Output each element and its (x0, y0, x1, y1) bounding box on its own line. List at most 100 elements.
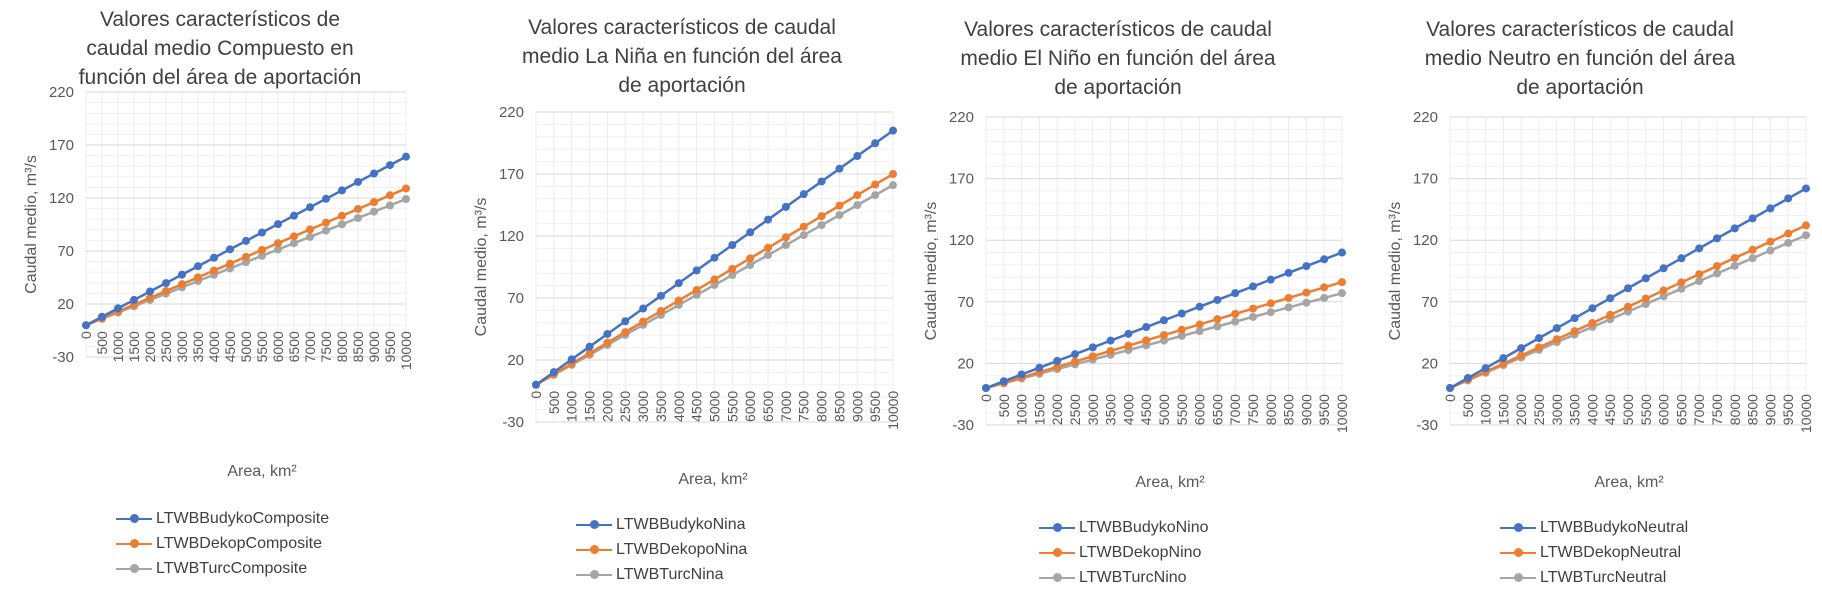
data-point (1641, 294, 1650, 303)
data-point (674, 279, 683, 288)
data-point (1552, 335, 1561, 344)
legend-item: LTWBBudykoNina (576, 512, 747, 537)
data-point (781, 241, 790, 250)
data-point (999, 377, 1008, 386)
y-tick-label: 120 (949, 232, 974, 249)
data-point (585, 342, 594, 351)
legend-label: LTWBTurcNeutral (1540, 568, 1667, 586)
data-point (1802, 221, 1810, 230)
data-point (1249, 282, 1257, 291)
x-tick-label: 2500 (617, 391, 633, 422)
x-tick-label: 4000 (1584, 394, 1600, 425)
data-point (835, 211, 844, 220)
data-point (1160, 331, 1168, 340)
data-point (370, 207, 378, 216)
data-point (1517, 344, 1526, 353)
y-axis-label: Caudal medio, m³/s (473, 198, 490, 337)
chart-title: Valores característicos de caudal medio … (78, 8, 362, 89)
data-point (1659, 292, 1668, 301)
data-point (1606, 294, 1615, 303)
y-tick-label: 20 (1421, 355, 1438, 372)
x-tick-label: 7500 (318, 331, 334, 362)
data-point (354, 213, 362, 222)
x-tick-label: 6500 (1673, 394, 1689, 425)
chart-legend: LTWBBudykoNeutral LTWBDekopNeutral LTWBTur… (1500, 515, 1688, 590)
x-tick-label: 8500 (831, 391, 847, 422)
legend-swatch (1500, 522, 1536, 532)
legend-item: LTWBTurcComposite (116, 556, 329, 581)
x-tick-label: 7000 (302, 331, 318, 362)
data-point (835, 201, 844, 210)
x-tick-label: 9000 (849, 391, 865, 422)
data-point (194, 273, 202, 282)
data-point (1535, 334, 1543, 343)
x-tick-label: 9000 (1298, 394, 1314, 425)
legend-label: LTWBDekopNeutral (1540, 543, 1682, 561)
x-tick-label: 5000 (1620, 394, 1636, 425)
x-tick-label: 8000 (814, 391, 830, 422)
data-point (386, 201, 394, 210)
x-tick-label: 4500 (1602, 394, 1618, 425)
legend-item: LTWBTurcNeutral (1500, 565, 1688, 590)
data-point (1231, 289, 1240, 298)
legend-label: LTWBTurcComposite (156, 559, 308, 577)
data-point (710, 280, 719, 289)
data-point (1071, 350, 1079, 359)
x-tick-label: 7500 (1245, 394, 1261, 425)
data-point (1730, 261, 1739, 270)
x-tick-label: 4500 (689, 391, 705, 422)
data-point (764, 215, 773, 224)
x-tick-label: 9500 (382, 331, 398, 362)
y-tick-label: 20 (957, 355, 974, 372)
x-tick-label: 6500 (760, 391, 776, 422)
data-point (1266, 299, 1275, 308)
data-point (1446, 384, 1454, 393)
data-point (817, 212, 826, 221)
y-tick-label: -30 (1416, 417, 1438, 434)
data-point (1641, 274, 1650, 283)
x-tick-label: 500 (996, 394, 1012, 418)
y-tick-label: -30 (52, 349, 74, 366)
x-tick-label: 0 (528, 391, 544, 399)
y-tick-label: 170 (949, 171, 974, 188)
data-point (1213, 322, 1222, 331)
data-point (1802, 184, 1810, 193)
x-tick-label: 3000 (635, 391, 651, 422)
x-tick-label: 3500 (653, 391, 669, 422)
data-point (178, 270, 186, 279)
y-tick-label: 170 (499, 166, 524, 183)
legend-swatch (1039, 547, 1075, 557)
data-point (1320, 283, 1329, 292)
data-point (549, 368, 558, 377)
data-point (354, 177, 362, 186)
chart-legend: LTWBBudykoNina LTWBDekopoNina LTWBTurcNina (576, 512, 747, 587)
data-point (258, 245, 266, 254)
x-tick-label: 3000 (1085, 394, 1101, 425)
data-point (1338, 278, 1346, 287)
x-tick-label: 10000 (1798, 394, 1814, 433)
y-tick-label: 70 (507, 290, 524, 307)
x-tick-label: 9500 (1780, 394, 1796, 425)
data-point (1677, 254, 1686, 263)
data-point (274, 220, 282, 229)
data-point (1088, 352, 1097, 361)
data-point (1177, 309, 1186, 318)
data-point (1177, 331, 1186, 340)
x-axis-label: Area, km² (678, 471, 748, 488)
x-tick-label: 8500 (1281, 394, 1297, 425)
legend-swatch (1039, 522, 1075, 532)
x-tick-label: 2000 (142, 331, 158, 362)
data-point (889, 126, 897, 135)
y-tick-label: 120 (1413, 232, 1438, 249)
legend-label: LTWBBudykoNeutral (1540, 518, 1689, 536)
legend-item: LTWBBudykoComposite (116, 506, 329, 531)
data-point (1302, 298, 1311, 307)
data-point (603, 338, 612, 347)
x-tick-label: 5500 (254, 331, 270, 362)
legend-swatch (116, 538, 152, 548)
data-point (1713, 269, 1721, 278)
data-point (402, 152, 410, 161)
y-tick-label: 120 (49, 190, 74, 207)
data-point (1231, 309, 1240, 318)
data-point (817, 221, 826, 230)
